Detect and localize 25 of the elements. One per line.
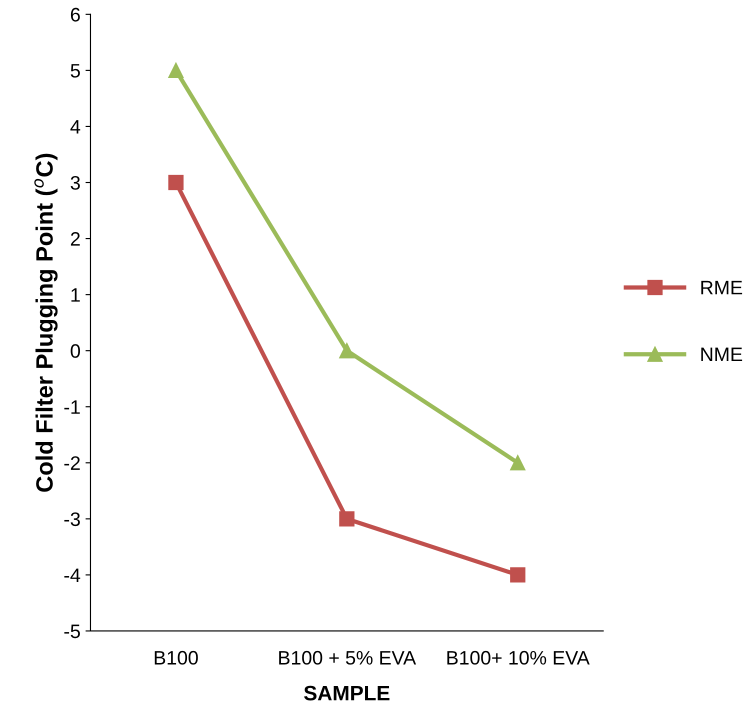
point bbox=[168, 174, 184, 190]
y-tick-label: 0 bbox=[70, 344, 80, 358]
y-tick-label: -5 bbox=[64, 624, 80, 638]
legend-label: NME bbox=[701, 348, 742, 362]
y-tick-label: 6 bbox=[70, 8, 80, 22]
x-axis-title: SAMPLE bbox=[304, 686, 390, 700]
y-tick-label: 3 bbox=[70, 176, 80, 190]
x-tick-label: B100 + 5% EVA bbox=[279, 650, 416, 665]
legend-label: RME bbox=[701, 280, 742, 294]
x-tick-label: B100 bbox=[154, 650, 198, 665]
y-tick-label: 2 bbox=[70, 232, 80, 246]
y-tick-label: -4 bbox=[64, 568, 80, 582]
y-tick-label: 1 bbox=[71, 288, 80, 302]
y-tick-label: -3 bbox=[64, 512, 80, 526]
y-tick-label: 5 bbox=[70, 64, 80, 78]
point bbox=[339, 343, 354, 358]
point bbox=[339, 511, 354, 526]
point bbox=[510, 567, 526, 583]
y-tick-label: -2 bbox=[64, 456, 80, 470]
y-tick-label: 4 bbox=[70, 120, 80, 134]
y-tick-label: -1 bbox=[64, 400, 80, 414]
point bbox=[168, 62, 184, 78]
point bbox=[510, 455, 526, 470]
y-axis-title: Cold Filter Plugging Point ($^{o}$C) bbox=[34, 154, 58, 492]
x-tick-label: B100+ 10% EVA bbox=[447, 650, 590, 665]
